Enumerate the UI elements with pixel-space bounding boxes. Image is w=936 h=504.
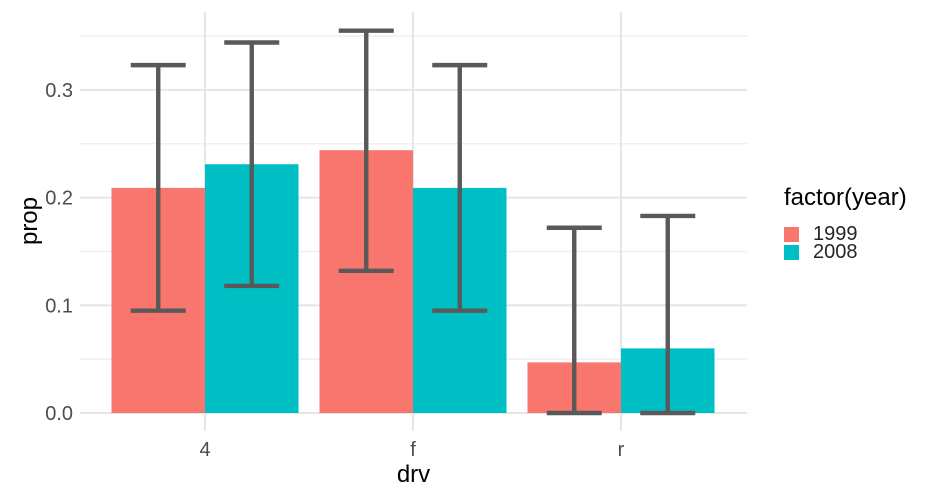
legend-label: 1999	[813, 223, 858, 245]
legend-swatch-icon	[784, 226, 799, 242]
y-tick-label: 0.3	[45, 80, 73, 102]
y-tick-label: 0.1	[45, 295, 73, 317]
legend-items: 1999 2008	[784, 223, 907, 263]
legend: factor(year) 1999 2008	[784, 184, 907, 263]
legend-title: factor(year)	[784, 184, 907, 211]
legend-entry-1999: 1999	[784, 223, 907, 245]
x-axis-title: drv	[396, 461, 431, 488]
y-tick-label: 0.2	[45, 188, 73, 210]
x-tick-label: r	[618, 439, 625, 461]
y-axis-title: prop	[16, 196, 43, 246]
legend-entry-2008: 2008	[784, 241, 907, 263]
x-tick-label: 4	[199, 439, 210, 461]
legend-swatch-icon	[784, 244, 799, 260]
y-tick-label: 0.0	[45, 403, 73, 425]
x-tick-label: f	[410, 439, 416, 461]
legend-label: 2008	[813, 241, 858, 263]
